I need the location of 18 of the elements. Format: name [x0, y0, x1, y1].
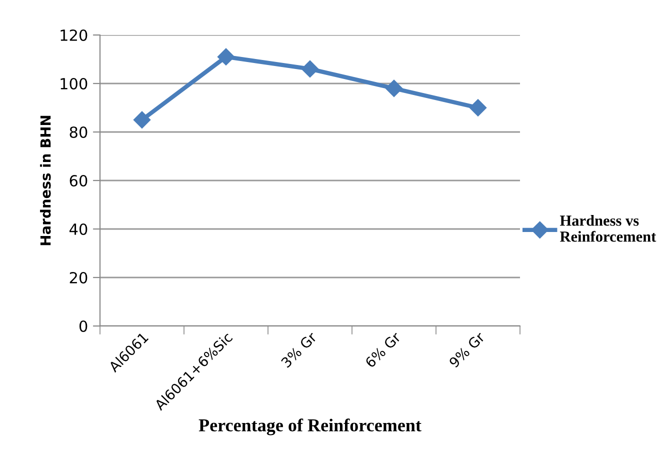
y-tick-label: 120 — [60, 29, 88, 42]
y-tick-label: 0 — [79, 320, 88, 332]
legend-label: Hardness vs Reinforcement — [560, 215, 656, 242]
point — [133, 111, 151, 128]
y-axis-title: Hardness in BHN — [40, 116, 51, 246]
point — [469, 99, 487, 116]
x-tick-label: 9% Gr — [448, 331, 486, 368]
x-axis-title: Percentage of Reinforcement — [198, 418, 422, 436]
x-tick-label: 6% Gr — [364, 331, 402, 368]
point — [385, 80, 403, 97]
y-tick-label: 100 — [60, 78, 88, 90]
x-tick-label: 3% Gr — [280, 331, 318, 368]
y-tick-label: 80 — [70, 126, 88, 138]
point — [301, 60, 319, 78]
point — [217, 48, 235, 66]
y-tick-label: 20 — [70, 272, 88, 284]
y-tick-label: 60 — [70, 174, 88, 187]
y-tick-label: 40 — [70, 223, 88, 236]
